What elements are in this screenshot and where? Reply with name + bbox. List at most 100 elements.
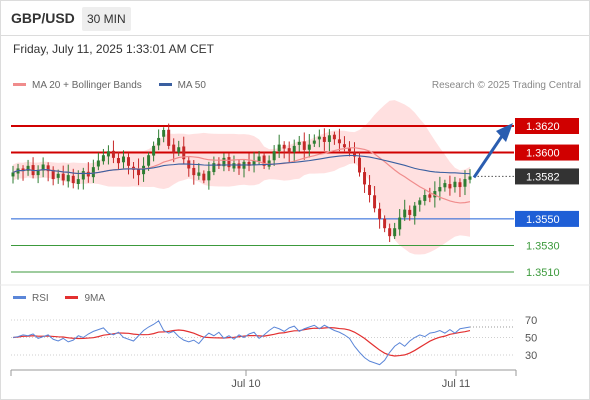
time-axis-label: Jul 10 (231, 378, 260, 390)
level-box-1.3550 (515, 210, 579, 227)
candle-body (327, 135, 331, 142)
legend-item-rsi-ma: 9MA (65, 293, 105, 304)
candle-body (71, 175, 75, 184)
candle-body (26, 165, 30, 171)
candle-body (192, 167, 196, 176)
candle-body (96, 160, 100, 167)
candle-body (428, 194, 432, 198)
candle-body (368, 184, 372, 196)
candle-body (358, 157, 362, 173)
candle-body (162, 129, 166, 137)
candle-body (277, 144, 281, 152)
candle-body (413, 205, 417, 217)
candle-body (312, 140, 316, 144)
candle-body (398, 217, 402, 230)
forecast-arrow-head (496, 123, 513, 142)
candle-body (247, 161, 251, 166)
candle-body (106, 151, 110, 157)
legend-item-ma20: MA 20 + Bollinger Bands (13, 80, 142, 91)
header-divider (0, 35, 590, 36)
candle-body (433, 191, 437, 198)
candle-body (46, 165, 50, 172)
legend-item-rsi: RSI (13, 293, 49, 304)
candle-body (91, 167, 95, 178)
rsi-swatch (13, 295, 26, 299)
candle-body (448, 184, 452, 189)
level-label-1.3582: 1.3582 (526, 171, 560, 183)
rsi-ma-swatch (65, 295, 79, 299)
candle-body (363, 172, 367, 185)
candle-body (21, 168, 25, 172)
candle-body (157, 137, 161, 146)
bollinger-band-area (13, 100, 470, 255)
candle-body (423, 195, 427, 201)
candle-body (116, 158, 120, 164)
ma50-swatch (158, 82, 172, 86)
level-label-1.3530: 1.3530 (526, 240, 560, 252)
ma50-line (12, 154, 471, 175)
candle-body (81, 171, 85, 180)
candle-body (307, 144, 311, 150)
candle-body (292, 145, 296, 153)
candle-body (443, 183, 447, 188)
level-label-1.3510: 1.3510 (526, 267, 560, 279)
pair-title: GBP/USD (11, 10, 75, 26)
candle-body (282, 144, 286, 149)
candle-body (383, 218, 387, 229)
candle-body (453, 181, 457, 188)
candle-body (322, 136, 326, 142)
candle-body (127, 157, 131, 166)
candle-body (121, 156, 125, 163)
credit-label: Research © 2025 Trading Central (431, 80, 581, 91)
candle-body (287, 148, 291, 153)
ma20-swatch (13, 82, 26, 86)
rsi-legend: RSI 9MA (13, 293, 119, 304)
candle-body (297, 141, 301, 145)
candle-body (272, 151, 276, 161)
candle-body (302, 141, 306, 150)
rsi-tick-label: 70 (525, 315, 537, 327)
candle-body (373, 195, 377, 209)
candle-body (111, 150, 115, 158)
candle-body (51, 169, 55, 180)
candle-body (207, 171, 211, 181)
rsi-tick-label: 30 (525, 350, 537, 362)
level-box-1.3600 (515, 144, 579, 161)
price-legend: MA 20 + Bollinger Bands MA 50 (13, 80, 220, 91)
level-box-1.3620 (515, 118, 579, 134)
level-label-1.3600: 1.3600 (526, 148, 560, 160)
candle-body (403, 209, 407, 218)
candle-body (167, 129, 171, 146)
candle-body (182, 146, 186, 160)
candle-body (463, 179, 467, 187)
candle-body (177, 147, 181, 153)
candle-body (252, 160, 256, 165)
datetime-label: Friday, July 11, 2025 1:33:01 AM CET (13, 42, 214, 56)
rsi-tick-label: 50 (525, 333, 537, 345)
candle-body (41, 164, 45, 171)
candle-body (337, 139, 341, 144)
candle-body (347, 148, 351, 152)
legend-ma50-label: MA 50 (177, 80, 206, 91)
candle-body (352, 152, 356, 157)
timeframe-badge[interactable]: 30 MIN (82, 7, 131, 31)
candle-body (147, 155, 151, 166)
candle-body (438, 187, 442, 192)
candle-body (152, 145, 156, 156)
candle-body (172, 144, 176, 153)
header-bar: GBP/USD 30 MIN (0, 0, 590, 36)
candle-body (202, 173, 206, 181)
candle-body (227, 157, 231, 168)
candle-body (458, 182, 462, 188)
level-label-1.3620: 1.3620 (526, 121, 560, 133)
forecast-arrow-shaft (472, 135, 504, 179)
time-axis-label: Jul 11 (442, 378, 471, 390)
candle-body (378, 208, 382, 219)
candle-body (393, 228, 397, 237)
legend-ma20-label: MA 20 + Bollinger Bands (32, 80, 142, 91)
candle-body (101, 155, 105, 162)
candle-body (11, 172, 15, 177)
candle-body (237, 163, 241, 169)
candle-body (388, 228, 392, 237)
